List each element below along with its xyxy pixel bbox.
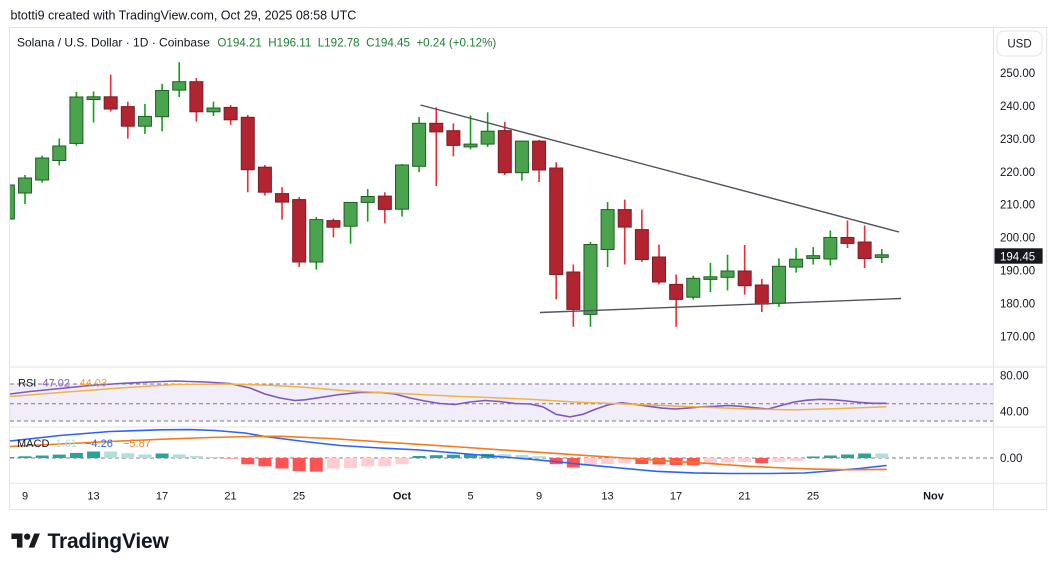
svg-text:80.00: 80.00 bbox=[1000, 371, 1029, 383]
svg-text:RSI: RSI bbox=[18, 378, 36, 390]
svg-text:230.00: 230.00 bbox=[1000, 134, 1035, 146]
svg-text:Nov: Nov bbox=[923, 491, 945, 503]
svg-text:170.00: 170.00 bbox=[1000, 331, 1035, 343]
svg-text:44.03: 44.03 bbox=[80, 378, 108, 390]
svg-text:9: 9 bbox=[22, 491, 28, 503]
svg-text:220.00: 220.00 bbox=[1000, 167, 1035, 179]
svg-text:−5.87: −5.87 bbox=[123, 438, 151, 450]
svg-text:17: 17 bbox=[156, 491, 168, 503]
svg-text:194.45: 194.45 bbox=[1000, 251, 1035, 263]
svg-text:btotti9 created with TradingVi: btotti9 created with TradingView.com, Oc… bbox=[11, 9, 357, 23]
svg-text:Oct: Oct bbox=[393, 491, 412, 503]
svg-text:13: 13 bbox=[601, 491, 613, 503]
svg-text:9: 9 bbox=[536, 491, 542, 503]
svg-text:−4.26: −4.26 bbox=[85, 438, 113, 450]
svg-text:21: 21 bbox=[738, 491, 750, 503]
svg-text:240.00: 240.00 bbox=[1000, 101, 1035, 113]
svg-text:5: 5 bbox=[467, 491, 473, 503]
svg-text:O194.21 H196.11 L192.78 C19: O194.21 H196.11 L192.78 C194.45 +0.24 (+… bbox=[217, 37, 496, 50]
svg-text:USD: USD bbox=[1007, 39, 1031, 51]
svg-text:MACD: MACD bbox=[17, 438, 49, 450]
svg-text:250.00: 250.00 bbox=[1000, 68, 1035, 80]
svg-text:13: 13 bbox=[87, 491, 99, 503]
svg-text:190.00: 190.00 bbox=[1000, 266, 1035, 278]
svg-text:0.00: 0.00 bbox=[1000, 453, 1022, 465]
svg-text:40.00: 40.00 bbox=[1000, 406, 1029, 418]
svg-text:47.02: 47.02 bbox=[43, 378, 71, 390]
svg-text:25: 25 bbox=[807, 491, 819, 503]
svg-text:1.61: 1.61 bbox=[56, 438, 77, 450]
svg-text:200.00: 200.00 bbox=[1000, 233, 1035, 245]
svg-text:Solana / U.S. Dollar · 1D · Co: Solana / U.S. Dollar · 1D · Coinbase bbox=[17, 36, 210, 50]
svg-text:180.00: 180.00 bbox=[1000, 298, 1035, 310]
svg-text:TradingView: TradingView bbox=[48, 530, 170, 553]
svg-text:210.00: 210.00 bbox=[1000, 200, 1035, 212]
svg-text:17: 17 bbox=[670, 491, 682, 503]
svg-text:25: 25 bbox=[293, 491, 305, 503]
svg-text:21: 21 bbox=[224, 491, 236, 503]
